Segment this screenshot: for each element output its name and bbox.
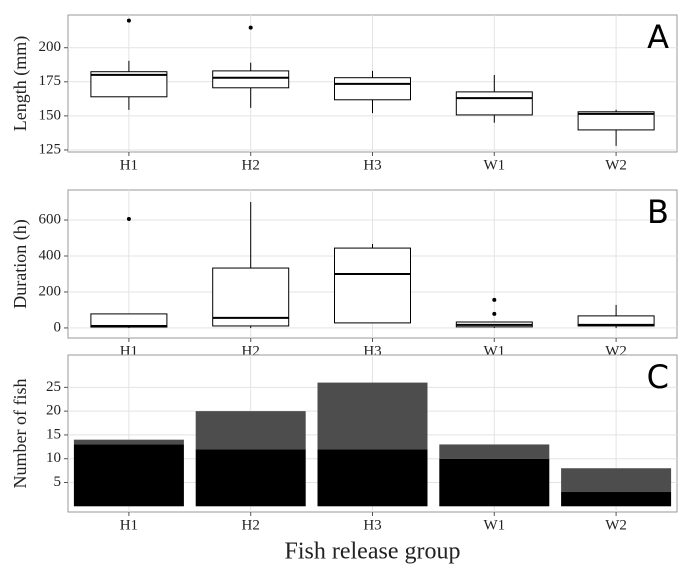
y-tick-label: 0	[54, 319, 62, 335]
box	[577, 315, 655, 327]
y-tick-label: 10	[46, 450, 61, 466]
y-tick-label: 400	[39, 247, 62, 263]
y-tick-label: 125	[39, 141, 62, 157]
box	[334, 77, 411, 101]
outlier	[126, 216, 131, 221]
x-tick-label: H1	[120, 517, 138, 533]
y-axis-label: Number of fish	[10, 379, 30, 489]
y-tick-label: 25	[46, 379, 61, 395]
box	[90, 71, 168, 98]
panel-letter: B	[647, 193, 669, 231]
bar-segment	[195, 449, 306, 507]
bar-segment	[195, 411, 306, 450]
x-tick-label: H1	[120, 157, 138, 173]
box	[90, 313, 168, 328]
x-tick-label: H3	[363, 157, 381, 173]
bar-segment	[439, 444, 550, 459]
box	[455, 91, 533, 116]
y-tick-label: 15	[46, 426, 61, 442]
x-tick-label: W2	[605, 517, 627, 533]
bar-segment	[73, 439, 184, 445]
x-tick-label: W1	[483, 157, 505, 173]
box	[212, 267, 290, 327]
box	[212, 70, 290, 89]
outlier	[126, 18, 131, 23]
bar-segment	[439, 458, 550, 507]
bar-segment	[317, 382, 428, 450]
y-axis-label: Length (mm)	[10, 36, 31, 131]
panel-letter: C	[647, 358, 669, 396]
y-tick-label: 600	[39, 211, 62, 227]
bar-segment	[73, 444, 184, 507]
y-tick-label: 5	[54, 474, 62, 490]
y-tick-label: 200	[39, 283, 62, 299]
x-axis-label: Fish release group	[285, 539, 461, 565]
x-tick-label: W1	[483, 517, 505, 533]
x-tick-label: W2	[605, 157, 627, 173]
outlier	[492, 297, 497, 302]
x-tick-label: H3	[363, 517, 381, 533]
bar-segment	[317, 449, 428, 507]
x-tick-label: H2	[242, 157, 260, 173]
box	[334, 247, 411, 324]
panel-letter: A	[647, 18, 669, 56]
y-tick-label: 175	[39, 73, 62, 89]
y-tick-label: 20	[46, 403, 61, 419]
x-tick-label: H2	[242, 517, 260, 533]
bar-segment	[561, 468, 672, 493]
bar-segment	[561, 492, 672, 507]
y-axis-label: Duration (h)	[10, 219, 31, 308]
outlier	[492, 311, 497, 316]
y-tick-label: 150	[39, 107, 62, 123]
y-tick-label: 200	[39, 39, 62, 55]
outlier	[248, 25, 253, 30]
box	[577, 111, 655, 131]
